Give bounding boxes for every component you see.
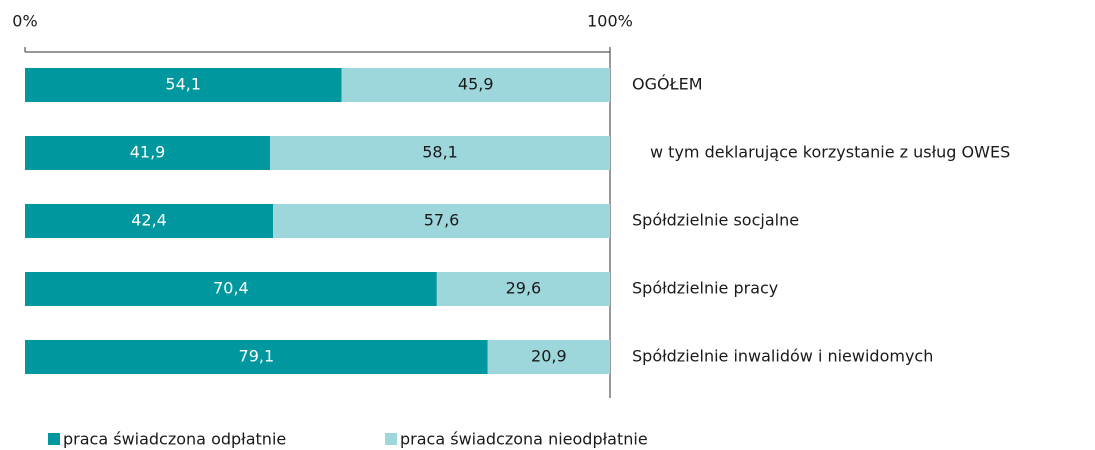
value-label: 41,9 xyxy=(130,143,166,162)
legend-swatch xyxy=(48,433,60,445)
bar-segment xyxy=(25,204,274,238)
bar-segment xyxy=(270,136,610,170)
bar-segment xyxy=(341,68,610,102)
x-tick-label: 0% xyxy=(12,12,37,31)
value-label: 45,9 xyxy=(458,75,494,94)
value-label: 57,6 xyxy=(424,211,460,230)
category-label: w tym deklarujące korzystanie z usług OW… xyxy=(650,143,1010,162)
bar-segment xyxy=(487,340,610,374)
legend-label: praca świadczona nieodpłatnie xyxy=(400,430,648,449)
value-label: 29,6 xyxy=(506,279,542,298)
legend-swatch xyxy=(385,433,397,445)
x-tick-label: 100% xyxy=(587,12,633,31)
bar-segment xyxy=(25,272,437,306)
legend-label: praca świadczona odpłatnie xyxy=(63,430,286,449)
bar-segment xyxy=(25,136,271,170)
bar-segment xyxy=(25,68,342,102)
value-label: 42,4 xyxy=(131,211,167,230)
value-label: 54,1 xyxy=(165,75,201,94)
bar-segment xyxy=(273,204,610,238)
bar-segment xyxy=(436,272,610,306)
value-label: 79,1 xyxy=(239,347,275,366)
bar-segment xyxy=(25,340,488,374)
category-label: OGÓŁEM xyxy=(632,75,703,94)
value-label: 20,9 xyxy=(531,347,567,366)
category-label: Spółdzielnie inwalidów i niewidomych xyxy=(632,347,933,366)
value-label: 70,4 xyxy=(213,279,249,298)
category-label: Spółdzielnie pracy xyxy=(632,279,778,298)
value-label: 58,1 xyxy=(422,143,458,162)
category-label: Spółdzielnie socjalne xyxy=(632,211,799,230)
